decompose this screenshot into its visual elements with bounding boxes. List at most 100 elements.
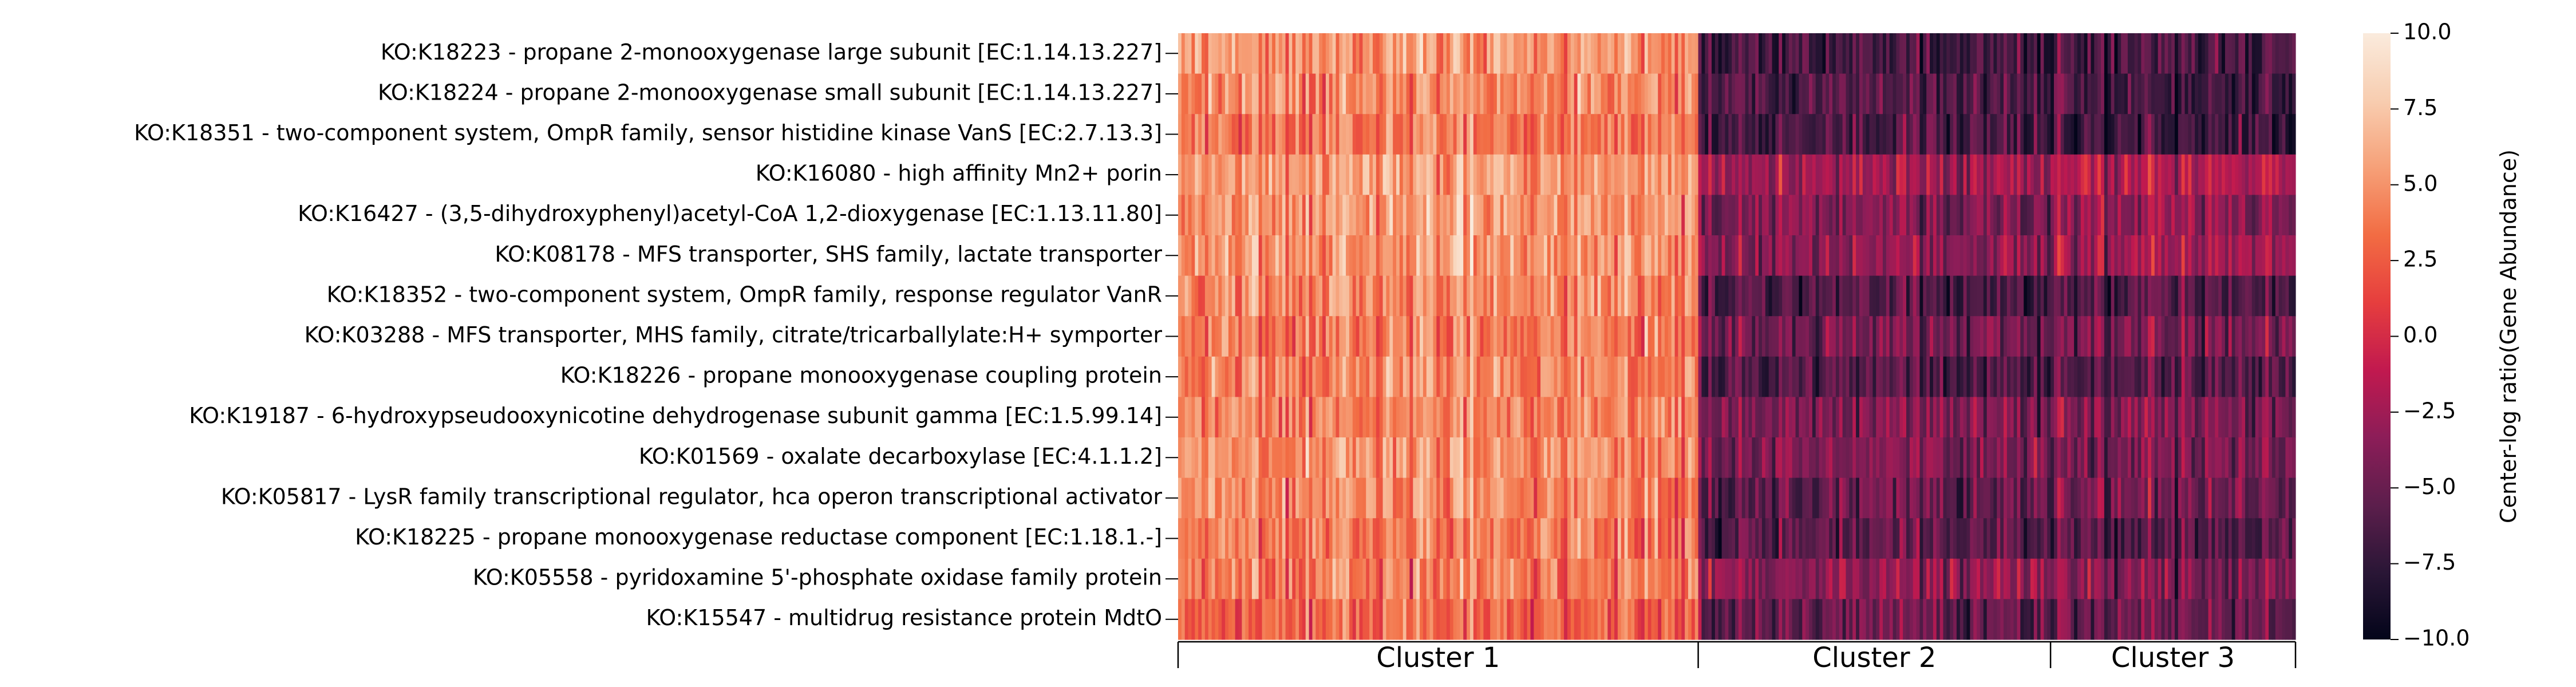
heatmap-cell [1591, 114, 1595, 155]
heatmap-cell [1973, 518, 1977, 559]
heatmap-cell [2218, 356, 2222, 397]
heatmap-cell [2124, 397, 2128, 438]
heatmap-cell [1712, 397, 1716, 438]
heatmap-cell [1668, 114, 1672, 155]
heatmap-cell [1463, 275, 1467, 317]
heatmap-cell [1251, 518, 1256, 559]
heatmap-cell [1426, 275, 1431, 317]
heatmap-cell [1980, 235, 1984, 277]
heatmap-cell [1685, 356, 1689, 397]
heatmap-cell [2184, 477, 2189, 519]
heatmap-cell [2138, 275, 2142, 317]
heatmap-cell [1494, 154, 1498, 195]
heatmap-cell [1362, 73, 1366, 114]
heatmap-cell [1517, 316, 1521, 357]
heatmap-cell [2275, 275, 2279, 317]
heatmap-cell [1936, 437, 1941, 479]
heatmap-cell [1809, 477, 1813, 519]
heatmap-cell [1752, 477, 1756, 519]
heatmap-cell [1661, 33, 1665, 74]
heatmap-cell [2087, 599, 2092, 640]
heatmap-cell [2111, 33, 2115, 74]
heatmap-cell [1255, 518, 1259, 559]
heatmap-cell [2285, 518, 2289, 559]
heatmap-cell [1433, 518, 1437, 559]
heatmap-cell [1879, 316, 1883, 357]
heatmap-cell [1389, 33, 1393, 74]
heatmap-cell [1560, 275, 1564, 317]
heatmap-cell [1849, 235, 1853, 277]
heatmap-cell [1819, 73, 1823, 114]
heatmap-cell [1909, 114, 1914, 155]
heatmap-cell [2024, 33, 2028, 74]
heatmap-cell [2255, 599, 2259, 640]
heatmap-cell [1712, 114, 1716, 155]
heatmap-cell [1510, 114, 1514, 155]
heatmap-cell [1500, 195, 1504, 236]
heatmap-cell [2168, 518, 2172, 559]
heatmap-cell [2258, 195, 2262, 236]
heatmap-cell [2134, 558, 2139, 599]
heatmap-cell [1604, 275, 1608, 317]
heatmap-cell [1745, 599, 1749, 640]
heatmap-cell [1913, 356, 1917, 397]
heatmap-cell [1494, 599, 1498, 640]
heatmap-cell [2101, 235, 2105, 277]
heatmap-cell [1195, 356, 1199, 397]
heatmap-cell [1775, 316, 1779, 357]
heatmap-cell [2024, 558, 2028, 599]
heatmap-cell [1705, 195, 1709, 236]
heatmap-cell [2269, 397, 2273, 438]
heatmap-cell [1483, 518, 1487, 559]
heatmap-cell [1997, 356, 2001, 397]
heatmap-cell [2071, 275, 2075, 317]
heatmap-cell [1480, 154, 1484, 195]
heatmap-cell [2101, 73, 2105, 114]
heatmap-cell [2024, 437, 2028, 479]
heatmap-cell [1983, 114, 1988, 155]
heatmap-cell [2117, 73, 2121, 114]
heatmap-cell [1228, 397, 1232, 438]
heatmap-cell [2269, 33, 2273, 74]
heatmap-cell [2087, 73, 2092, 114]
heatmap-cell [1862, 73, 1867, 114]
heatmap-cell [2164, 316, 2168, 357]
heatmap-cell [1919, 397, 1923, 438]
heatmap-cell [2191, 154, 2195, 195]
heatmap-cell [1181, 518, 1186, 559]
heatmap-cell [1966, 73, 1970, 114]
heatmap-cell [1255, 397, 1259, 438]
heatmap-cell [1359, 356, 1363, 397]
heatmap-cell [1899, 73, 1903, 114]
heatmap-cell [1930, 316, 1934, 357]
heatmap-cell [1614, 235, 1618, 277]
heatmap-cell [1574, 195, 1578, 236]
heatmap-cell [1302, 558, 1306, 599]
heatmap-cell [1617, 558, 1622, 599]
heatmap-cell [2074, 235, 2078, 277]
heatmap-cell [1342, 356, 1346, 397]
heatmap-cell [1651, 599, 1655, 640]
heatmap-cell [1500, 275, 1504, 317]
heatmap-cell [1946, 397, 1950, 438]
heatmap-cell [1708, 275, 1712, 317]
heatmap-cell [1416, 599, 1420, 640]
heatmap-cell [1741, 518, 1746, 559]
heatmap-cell [1285, 477, 1290, 519]
heatmap-cell [1802, 477, 1806, 519]
heatmap-cell [1641, 73, 1645, 114]
heatmap-cell [2262, 518, 2266, 559]
heatmap-cell [2040, 235, 2044, 277]
heatmap-cell [1269, 437, 1273, 479]
heatmap-cell [1738, 154, 1743, 195]
heatmap-cell [1376, 275, 1380, 317]
heatmap-cell [2101, 33, 2105, 74]
heatmap-cell [1376, 356, 1380, 397]
heatmap-cell [1956, 235, 1961, 277]
heatmap-cell [1560, 477, 1564, 519]
heatmap-cell [1222, 154, 1226, 195]
heatmap-cell [1761, 275, 1766, 317]
heatmap-cell [1507, 558, 1511, 599]
heatmap-cell [1832, 275, 1836, 317]
heatmap-cell [1285, 195, 1290, 236]
